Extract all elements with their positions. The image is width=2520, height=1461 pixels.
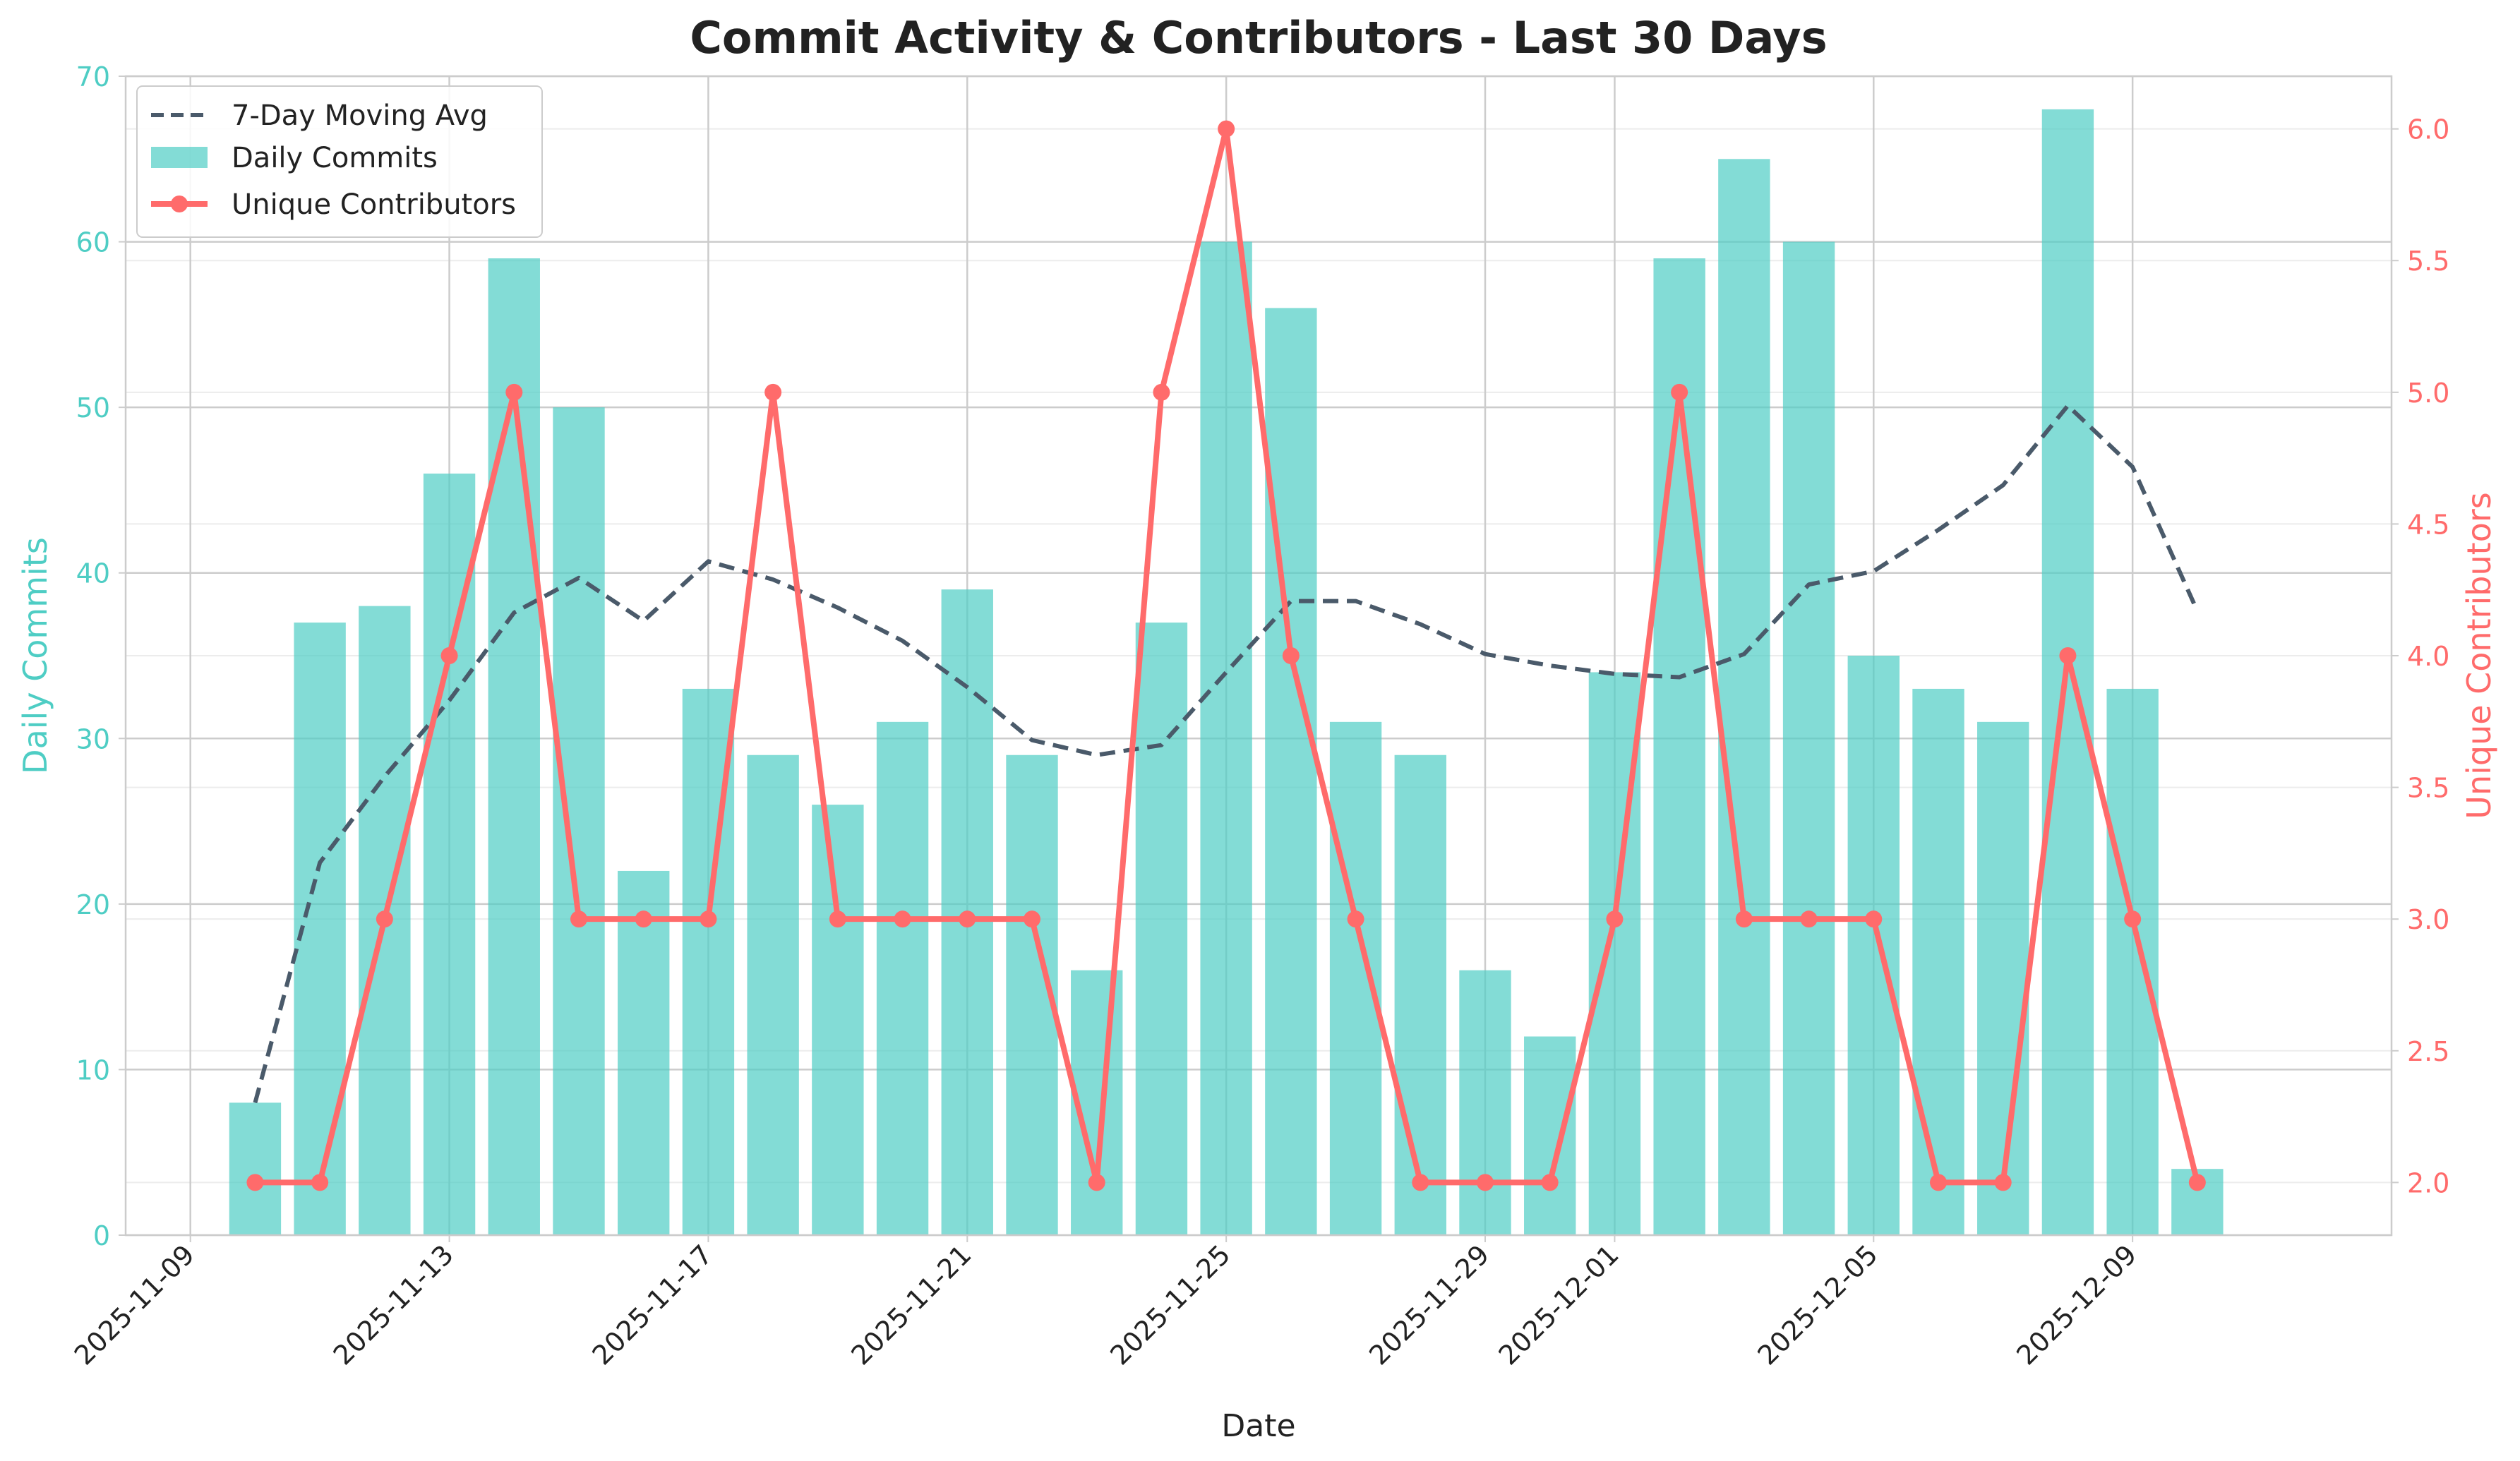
commit-bar-2025-11-13 [423, 473, 476, 1235]
contributors-point-2025-12-10 [2188, 1174, 2206, 1191]
contributors-point-2025-12-08 [2059, 647, 2077, 664]
contributors-point-2025-11-14 [505, 383, 523, 401]
moving-average-line [253, 403, 2200, 1104]
legend-daily-commits-swatch [151, 147, 208, 168]
commit-bar-2025-12-04 [1782, 241, 1835, 1236]
legend-box [136, 85, 543, 238]
commit-bar-2025-11-19 [812, 805, 864, 1235]
commit-bar-2025-11-24 [1135, 623, 1188, 1235]
left-tick-label-3: 30 [76, 723, 110, 754]
chart-title: Commit Activity & Contributors - Last 30… [690, 12, 1827, 64]
right-tick-label-3: 3.5 [2407, 773, 2449, 804]
legend: 7-Day Moving Avg Daily Commits Unique Co… [136, 85, 543, 238]
contributors-point-2025-11-17 [700, 910, 717, 928]
right-tick-label-5: 4.5 [2407, 509, 2449, 540]
commit-bar-2025-12-05 [1847, 656, 1900, 1235]
commit-bar-2025-11-15 [553, 407, 605, 1236]
commit-bar-2025-11-14 [488, 258, 540, 1235]
left-tick-label-1: 10 [76, 1054, 110, 1086]
left-tick-label-0: 0 [93, 1220, 110, 1251]
right-tick-label-4: 4.0 [2407, 641, 2449, 672]
right-tick-label-2: 3.0 [2407, 904, 2449, 935]
contributors-point-2025-11-24 [1153, 383, 1170, 401]
commit-bar-2025-11-27 [1329, 721, 1382, 1235]
daily-commits-bars [229, 109, 2224, 1236]
commit-bar-2025-12-07 [1977, 721, 2029, 1235]
commit-bar-2025-11-16 [618, 870, 670, 1235]
contributors-point-2025-11-30 [1541, 1174, 1559, 1191]
commit-bar-2025-12-06 [1912, 688, 1964, 1235]
contributors-point-2025-12-09 [2124, 910, 2142, 928]
commit-bar-2025-11-30 [1524, 1036, 1576, 1235]
contributors-point-2025-11-28 [1412, 1174, 1429, 1191]
contributors-point-2025-11-13 [440, 647, 458, 664]
left-tick-label-4: 40 [76, 558, 110, 589]
y-axis-label-left: Daily Commits [16, 537, 54, 774]
left-tick-label-2: 20 [76, 889, 110, 920]
commit-bar-2025-11-26 [1265, 308, 1317, 1235]
commit-bar-2025-11-28 [1394, 754, 1446, 1235]
commit-bar-2025-11-29 [1459, 970, 1511, 1235]
contributors-point-2025-11-22 [1024, 910, 1040, 928]
contributors-point-2025-11-15 [570, 910, 587, 928]
commit-bar-2025-11-18 [747, 754, 799, 1235]
contributors-point-2025-12-05 [1865, 910, 1883, 928]
contributors-point-2025-11-20 [894, 910, 911, 928]
unique-contributors-line [246, 120, 2206, 1191]
commit-bar-2025-12-09 [2106, 688, 2159, 1235]
moving-average-path [253, 403, 2200, 1104]
legend-daily-commits-label: Daily Commits [232, 142, 438, 174]
contributors-point-2025-11-27 [1347, 910, 1364, 928]
commit-bar-2025-11-10 [229, 1102, 282, 1235]
contributors-point-2025-11-23 [1088, 1174, 1105, 1191]
x-axis-label: Date [1221, 1408, 1295, 1444]
right-tick-label-1: 2.5 [2407, 1036, 2449, 1067]
left-tick-label-6: 60 [76, 227, 110, 258]
contributors-point-2025-11-26 [1282, 647, 1300, 664]
contributors-point-2025-12-07 [1994, 1174, 2012, 1191]
contributors-point-2025-11-11 [311, 1174, 329, 1191]
contributors-point-2025-12-06 [1930, 1174, 1947, 1191]
contributors-point-2025-11-25 [1218, 120, 1235, 138]
contributors-point-2025-11-19 [829, 910, 846, 928]
contributors-point-2025-11-29 [1477, 1174, 1494, 1191]
right-axis-ticks: 2.0 2.5 3.0 3.5 4.0 4.5 5.0 5.5 6.0 [2392, 114, 2449, 1198]
contributors-point-2025-11-21 [959, 910, 976, 928]
left-axis-ticks: 0 10 20 30 40 50 60 70 [76, 61, 126, 1251]
right-tick-label-0: 2.0 [2407, 1167, 2449, 1198]
left-tick-label-7: 70 [76, 61, 110, 92]
contributors-point-2025-11-12 [376, 910, 393, 928]
right-tick-label-6: 5.0 [2407, 378, 2449, 409]
y-axis-label-right: Unique Contributors [2460, 492, 2498, 819]
right-tick-label-7: 5.5 [2407, 246, 2449, 277]
legend-contributors-marker [171, 196, 188, 212]
contributors-point-2025-11-16 [635, 910, 652, 928]
commit-bar-2025-11-20 [876, 721, 929, 1235]
legend-moving-avg-label: 7-Day Moving Avg [232, 100, 488, 132]
contributors-point-2025-11-10 [246, 1174, 264, 1191]
right-tick-label-8: 6.0 [2407, 114, 2449, 145]
commit-bar-2025-12-02 [1653, 258, 1705, 1235]
legend-contributors-label: Unique Contributors [232, 188, 516, 221]
commit-bar-2025-11-25 [1200, 241, 1252, 1236]
left-tick-label-5: 50 [76, 392, 110, 423]
contributors-point-2025-12-03 [1735, 910, 1753, 928]
contributors-point-2025-12-01 [1606, 910, 1624, 928]
contributors-point-2025-12-02 [1671, 383, 1688, 401]
contributors-point-2025-12-04 [1800, 910, 1818, 928]
commit-bar-2025-12-03 [1718, 159, 1770, 1235]
contributors-point-2025-11-18 [764, 383, 782, 401]
